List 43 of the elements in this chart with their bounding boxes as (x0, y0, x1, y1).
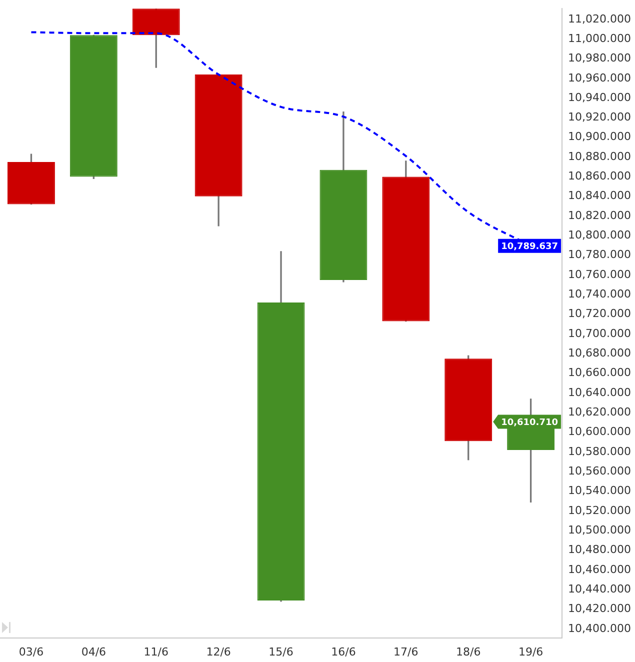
y-tick-label: 10,420.000 (568, 602, 632, 616)
y-tick-label: 10,680.000 (568, 346, 632, 360)
x-tick-label: 17/6 (394, 645, 418, 658)
x-tick-label: 15/6 (268, 645, 294, 658)
y-tick-label: 10,460.000 (568, 562, 632, 576)
y-tick-label: 10,700.000 (568, 326, 632, 340)
y-tick-label: 10,780.000 (568, 248, 632, 262)
y-tick-label: 10,840.000 (568, 189, 632, 202)
y-tick-label: 10,720.000 (568, 307, 632, 320)
annotation: 10,610.710 (501, 418, 558, 428)
y-tick-label: 10,760.000 (568, 268, 632, 281)
y-tick-label: 10,500.000 (568, 524, 632, 536)
x-tick-label: 19/6 (518, 645, 544, 658)
y-tick-label: 10,660.000 (568, 366, 632, 380)
annotation: 10,789.637 (501, 242, 558, 252)
y-tick-label: 10,920.000 (568, 110, 632, 124)
y-tick-label: 10,620.000 (568, 406, 632, 419)
y-tick-label: 10,880.000 (568, 150, 632, 163)
y-tick-label: 10,440.000 (568, 582, 632, 596)
y-tick-label: 10,400.000 (568, 622, 632, 635)
y-tick-label: 10,860.000 (568, 170, 632, 183)
y-tick-label: 10,480.000 (568, 543, 632, 556)
y-tick-label: 10,540.000 (568, 484, 632, 498)
y-tick-label: 10,640.000 (568, 386, 632, 399)
x-tick-label: 18/6 (456, 645, 481, 658)
x-tick-label: 04/6 (81, 645, 106, 658)
y-tick-label: 10,580.000 (568, 444, 632, 458)
y-tick-label: 10,520.000 (568, 504, 632, 517)
y-tick-label: 11,000.000 (568, 32, 632, 45)
y-tick-label: 10,600.000 (568, 425, 632, 438)
y-tick-label: 10,900.000 (568, 130, 632, 144)
y-tick-label: 10,800.000 (568, 228, 632, 242)
x-tick-label: 11/6 (144, 645, 168, 658)
y-tick-label: 10,740.000 (568, 288, 632, 301)
y-tick-label: 10,980.000 (568, 52, 632, 65)
y-tick-label: 10,560.000 (568, 464, 632, 478)
y-tick-label: 10,940.000 (568, 90, 632, 104)
x-tick-label: 12/6 (206, 645, 231, 658)
x-tick-label: 16/6 (331, 645, 356, 658)
y-tick-label: 10,960.000 (568, 71, 632, 84)
y-tick-label: 10,820.000 (568, 208, 632, 222)
x-tick-label: 03/6 (18, 645, 44, 658)
y-tick-label: 11,020.000 (568, 12, 632, 26)
